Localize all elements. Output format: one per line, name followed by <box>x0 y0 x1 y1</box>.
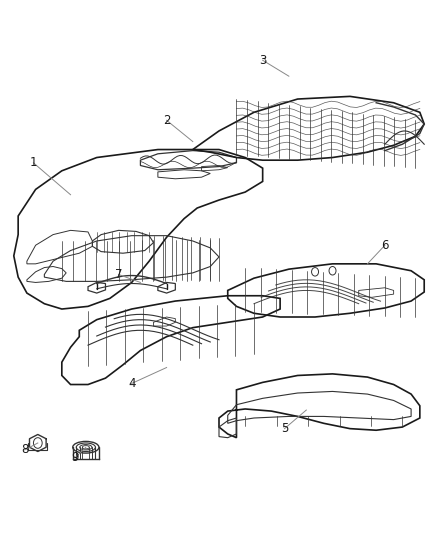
Text: 1: 1 <box>30 156 37 169</box>
Text: 4: 4 <box>128 377 135 390</box>
Text: 5: 5 <box>281 422 288 435</box>
Text: 3: 3 <box>259 54 266 67</box>
Text: 2: 2 <box>163 114 170 127</box>
Text: 6: 6 <box>381 239 389 252</box>
Text: 7: 7 <box>115 268 122 281</box>
Text: 8: 8 <box>21 443 28 456</box>
Text: 9: 9 <box>71 451 79 464</box>
